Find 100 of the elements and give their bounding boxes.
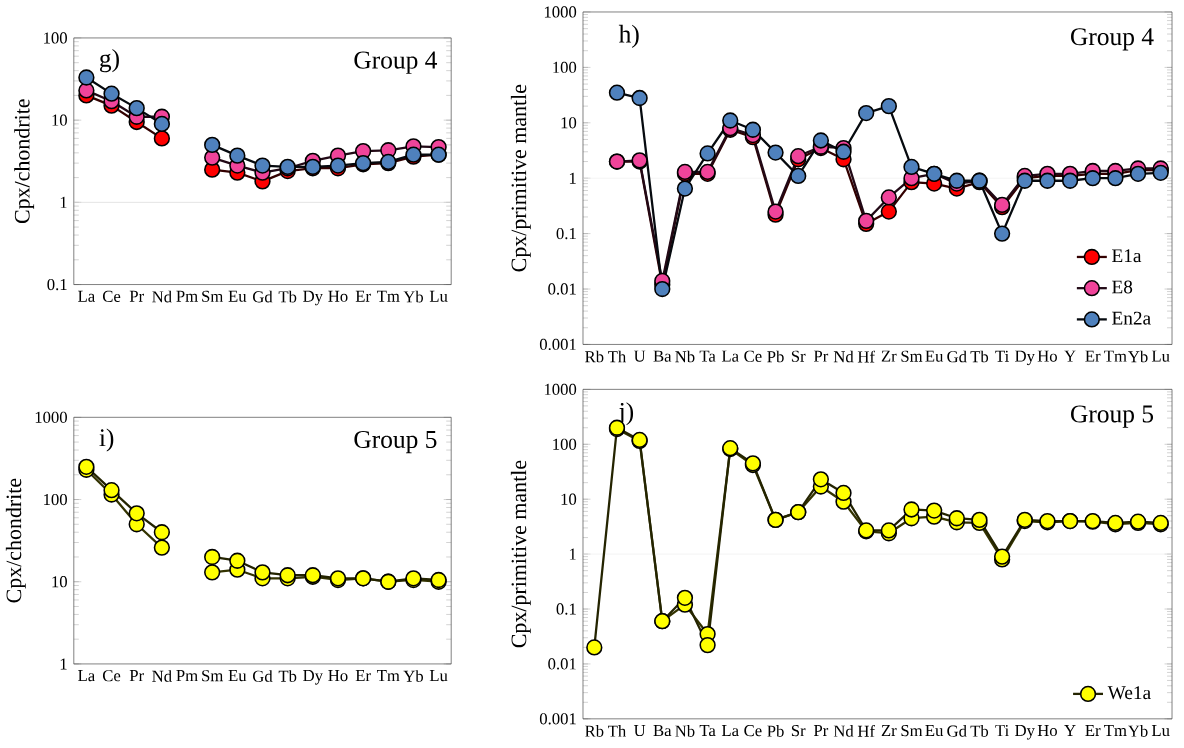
- x-tick-label: Pm: [176, 670, 198, 682]
- x-tick-label: Er: [1085, 725, 1101, 737]
- annotation: h): [618, 24, 639, 49]
- y-tick-label: 0.001: [539, 713, 576, 725]
- x-tick-label: Eu: [228, 290, 247, 302]
- x-tick-label: Nd: [152, 670, 172, 682]
- y-tick-label: 100: [553, 61, 577, 74]
- y-tick-label: 10: [561, 493, 577, 505]
- x-tick-label: Tb: [278, 290, 297, 303]
- x-tick-label: Eu: [925, 725, 944, 737]
- y-tick-label: 0.1: [556, 603, 576, 615]
- x-tick-label: Sr: [791, 350, 806, 362]
- x-tick-label: Nb: [675, 725, 695, 737]
- x-tick-label: Zr: [881, 725, 897, 737]
- x-tick-label: Er: [355, 670, 371, 682]
- x-tick-label: Pr: [129, 670, 144, 682]
- x-tick-label: Ta: [699, 725, 716, 737]
- x-tick-label: Lu: [429, 290, 448, 302]
- x-tick-label: Eu: [925, 350, 944, 362]
- x-tick-label: Th: [608, 350, 627, 363]
- x-tick-label: Dy: [1015, 725, 1035, 740]
- chart-title: Group 4: [354, 51, 438, 74]
- y-axis-title: Cpx/primitive mantle: [510, 460, 531, 648]
- y-axis-title: Cpx/chondrite: [14, 99, 35, 224]
- legend-label: E8: [1112, 280, 1133, 294]
- x-tick-label: Sm: [901, 350, 923, 362]
- x-tick-label: La: [721, 725, 739, 737]
- chart-title: Group 5: [354, 431, 437, 454]
- y-tick-label: 1: [569, 172, 576, 184]
- x-tick-label: Ti: [995, 350, 1009, 362]
- x-tick-label: Y: [1064, 350, 1076, 362]
- x-tick-label: Tb: [970, 350, 989, 363]
- x-tick-label: La: [78, 290, 95, 302]
- x-tick-label: Lu: [1151, 725, 1170, 737]
- y-tick-label: 0.01: [548, 283, 576, 295]
- x-tick-label: Tm: [377, 290, 400, 302]
- x-tick-label: Eu: [228, 670, 247, 682]
- x-tick-label: Sm: [202, 290, 224, 303]
- x-tick-label: Dy: [1015, 350, 1035, 366]
- x-tick-label: Yb: [1128, 725, 1148, 737]
- x-tick-label: Ce: [744, 725, 762, 737]
- y-axis-title: Cpx/primitive mantle: [510, 84, 531, 272]
- x-tick-label: Pr: [813, 725, 829, 737]
- x-tick-label: Ba: [653, 725, 672, 737]
- x-tick-label: La: [721, 350, 739, 362]
- x-tick-label: Nd: [833, 725, 854, 737]
- legend-label: En2a: [1112, 311, 1151, 325]
- x-tick-label: U: [633, 350, 646, 362]
- x-tick-label: Ce: [102, 290, 121, 303]
- x-tick-label: Gd: [947, 725, 967, 737]
- x-tick-label: Nd: [152, 290, 172, 303]
- x-tick-label: Gd: [947, 350, 967, 363]
- x-tick-label: Tm: [1104, 350, 1127, 362]
- x-tick-label: Ho: [1037, 350, 1057, 362]
- x-tick-label: Nd: [833, 350, 854, 363]
- x-tick-label: Gd: [253, 290, 273, 303]
- y-tick-label: 10: [561, 117, 577, 129]
- x-tick-label: Hf: [857, 725, 875, 737]
- y-tick-label: 0.1: [47, 278, 67, 291]
- x-tick-label: Dy: [303, 670, 323, 685]
- x-tick-label: Yb: [1128, 350, 1148, 363]
- x-tick-label: Ce: [744, 350, 762, 362]
- x-tick-label: Yb: [403, 290, 424, 303]
- y-tick-label: 100: [44, 32, 67, 44]
- x-tick-label: Ho: [1037, 725, 1057, 737]
- x-tick-label: Tm: [1104, 725, 1127, 737]
- x-tick-label: Y: [1064, 725, 1076, 737]
- y-axis-title: Cpx/chondrite: [5, 478, 26, 603]
- x-tick-label: Sm: [901, 725, 923, 737]
- x-tick-label: Ba: [653, 350, 672, 362]
- x-tick-label: Tb: [970, 725, 989, 737]
- x-tick-label: Nb: [675, 350, 695, 363]
- y-tick-label: 1: [60, 658, 67, 670]
- text: Group 4: [1071, 28, 1154, 51]
- y-tick-label: 100: [553, 438, 577, 451]
- x-tick-label: Pr: [813, 350, 829, 362]
- y-tick-label: 0.1: [556, 228, 576, 240]
- x-tick-label: Gd: [253, 670, 273, 682]
- x-tick-label: Ta: [699, 350, 716, 362]
- x-tick-label: Er: [1085, 350, 1101, 362]
- x-tick-label: Lu: [429, 670, 448, 682]
- x-tick-label: Zr: [881, 350, 897, 362]
- x-tick-label: Dy: [303, 290, 323, 306]
- y-tick-label: 1000: [544, 383, 577, 396]
- x-tick-label: Tb: [278, 670, 297, 682]
- x-tick-label: Rb: [585, 350, 604, 363]
- x-tick-label: Pr: [129, 290, 144, 302]
- y-tick-label: 1000: [35, 411, 67, 424]
- x-tick-label: Ho: [328, 670, 348, 682]
- y-tick-label: 0.01: [548, 658, 576, 670]
- y-tick-label: 100: [44, 494, 67, 506]
- y-tick-label: 1: [569, 548, 576, 560]
- text: Group 5: [1071, 405, 1154, 428]
- x-tick-label: Rb: [585, 725, 604, 737]
- x-tick-label: Ti: [995, 725, 1009, 737]
- x-tick-label: Ce: [102, 670, 121, 682]
- x-tick-label: Pb: [767, 725, 784, 737]
- x-tick-label: Tm: [377, 670, 400, 682]
- y-tick-label: 1: [60, 196, 67, 208]
- legend-label: We1a: [1107, 686, 1151, 700]
